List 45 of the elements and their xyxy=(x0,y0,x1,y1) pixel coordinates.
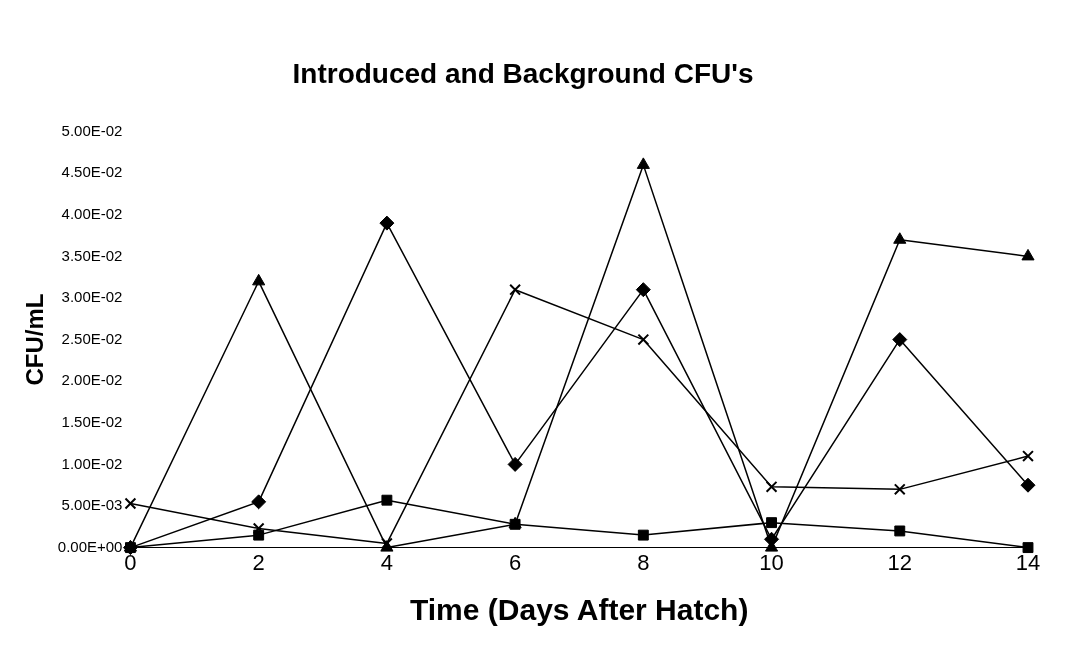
point xyxy=(252,522,265,535)
y-tick-label: 1.00E-02 xyxy=(61,454,123,472)
y-tick-label: 3.00E-02 xyxy=(61,288,123,306)
point xyxy=(893,483,906,496)
y-tick-label: 2.00E-02 xyxy=(61,371,123,389)
x-tick-label: 2 xyxy=(252,549,265,575)
point xyxy=(892,332,908,348)
point xyxy=(252,273,266,286)
y-tick-label: 4.50E-02 xyxy=(61,163,123,181)
y-tick-label: 5.00E-02 xyxy=(61,121,123,139)
x-tick-label: 0 xyxy=(124,549,137,575)
y-tick-label: 3.50E-02 xyxy=(61,246,123,264)
point xyxy=(766,517,778,529)
point xyxy=(124,497,137,510)
y-tick-label: 2.50E-02 xyxy=(61,329,123,347)
point xyxy=(251,494,267,510)
point xyxy=(381,494,393,506)
point xyxy=(637,333,650,346)
point xyxy=(637,529,649,541)
y-tick-label: 0.00E+00 xyxy=(57,537,123,555)
point xyxy=(636,157,650,169)
point xyxy=(1021,248,1035,261)
point xyxy=(764,531,780,547)
point xyxy=(509,283,522,296)
y-tick-label: 1.50E-02 xyxy=(61,412,123,430)
y-axis-title: CFU/mL xyxy=(21,293,49,386)
y-tick-label: 4.00E-02 xyxy=(61,204,123,222)
chart-title: Introduced and Background CFU's xyxy=(292,57,754,89)
x-tick-label: 14 xyxy=(1015,549,1041,575)
point xyxy=(1022,542,1034,554)
point xyxy=(765,480,778,493)
x-axis-title: Time (Days After Hatch) xyxy=(410,593,749,627)
point xyxy=(1022,450,1034,463)
y-tick-label: 5.00E-03 xyxy=(61,496,123,514)
point xyxy=(379,215,395,231)
point xyxy=(507,456,523,472)
x-tick-label: 10 xyxy=(759,549,784,575)
point xyxy=(894,525,906,537)
point xyxy=(635,282,651,298)
x-tick-label: 4 xyxy=(380,549,394,575)
x-tick-label: 8 xyxy=(637,549,650,575)
point xyxy=(893,232,907,244)
x-tick-label: 6 xyxy=(508,549,522,575)
point xyxy=(1020,477,1036,493)
x-tick-label: 12 xyxy=(887,549,913,575)
